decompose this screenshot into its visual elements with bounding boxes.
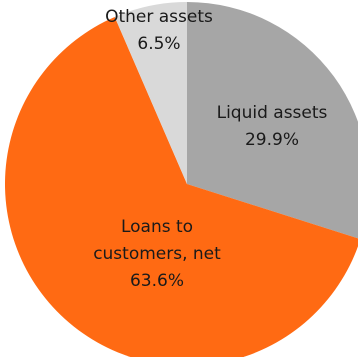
pie-label-0: Liquid assets 29.9% — [217, 103, 328, 150]
pie-slice-2 — [114, 2, 187, 184]
pie-label-category: Other assets — [105, 7, 213, 27]
pie-slices — [4, 2, 358, 357]
pie-slice-0 — [187, 2, 358, 239]
pie-label-value: 6.5% — [137, 34, 180, 54]
pie-label-category: Loans to — [121, 217, 193, 237]
pie-label-2: Other assets 6.5% — [105, 7, 213, 54]
pie-labels: Liquid assets 29.9% Loans to customers, net… — [93, 7, 327, 291]
pie-label-category: Liquid assets — [217, 103, 328, 123]
pie-label-1: Loans to customers, net 63.6% — [93, 217, 221, 291]
pie-slice-1 — [4, 16, 358, 357]
pie-label-value: 63.6% — [130, 271, 184, 291]
pie-label-category: customers, net — [93, 244, 221, 264]
pie-label-value: 29.9% — [245, 130, 299, 150]
